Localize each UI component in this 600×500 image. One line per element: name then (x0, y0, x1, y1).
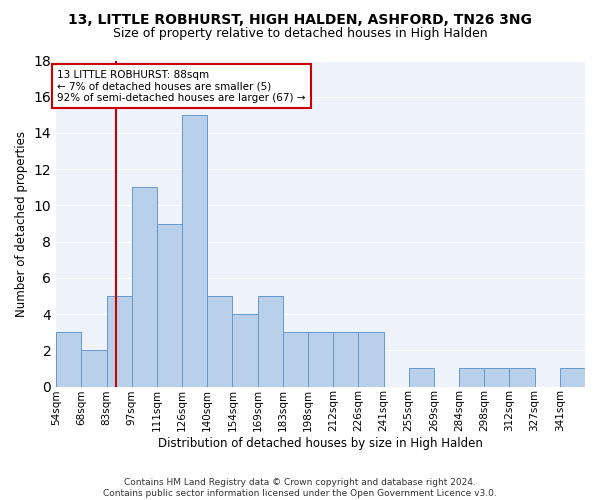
Bar (157, 224, 182, 386)
Bar (509, 368, 535, 386)
Bar (283, 332, 308, 386)
Text: Contains HM Land Registry data © Crown copyright and database right 2024.
Contai: Contains HM Land Registry data © Crown c… (103, 478, 497, 498)
Bar (484, 368, 509, 386)
Bar (132, 188, 157, 386)
Text: Size of property relative to detached houses in High Halden: Size of property relative to detached ho… (113, 28, 487, 40)
Y-axis label: Number of detached properties: Number of detached properties (15, 130, 28, 316)
Bar (257, 296, 283, 386)
Bar (182, 115, 207, 386)
Bar (409, 368, 434, 386)
Text: 13, LITTLE ROBHURST, HIGH HALDEN, ASHFORD, TN26 3NG: 13, LITTLE ROBHURST, HIGH HALDEN, ASHFOR… (68, 12, 532, 26)
Bar (56, 332, 82, 386)
Bar (560, 368, 585, 386)
Bar (232, 314, 257, 386)
Bar (358, 332, 383, 386)
Bar (82, 350, 107, 386)
Bar (308, 332, 333, 386)
Bar (107, 296, 132, 386)
Text: 13 LITTLE ROBHURST: 88sqm
← 7% of detached houses are smaller (5)
92% of semi-de: 13 LITTLE ROBHURST: 88sqm ← 7% of detach… (58, 70, 306, 103)
Bar (333, 332, 358, 386)
X-axis label: Distribution of detached houses by size in High Halden: Distribution of detached houses by size … (158, 437, 483, 450)
Bar (207, 296, 232, 386)
Bar (459, 368, 484, 386)
